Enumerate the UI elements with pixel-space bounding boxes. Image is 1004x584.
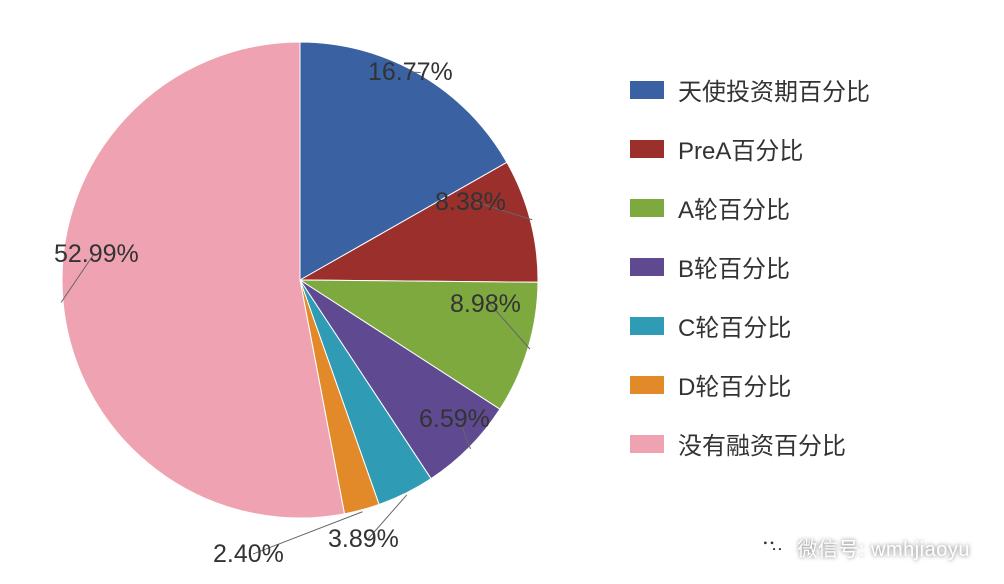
legend-swatch xyxy=(630,199,664,217)
legend-swatch xyxy=(630,258,664,276)
legend-label: C轮百分比 xyxy=(678,308,791,343)
slice-label: 6.59% xyxy=(419,405,490,434)
slice-label: 2.40% xyxy=(213,540,284,569)
chart-container: 16.77% 8.38% 8.98% 6.59% 3.89% 2.40% 52.99% 天使… xyxy=(0,0,1004,584)
legend-swatch xyxy=(630,81,664,99)
legend-item: C轮百分比 xyxy=(630,308,870,343)
legend-label: 天使投资期百分比 xyxy=(678,72,870,107)
legend-item: PreA百分比 xyxy=(630,131,870,166)
watermark-id: wmhjiaoyu xyxy=(871,539,970,561)
slice-label: 8.38% xyxy=(435,188,506,217)
legend-label: 没有融资百分比 xyxy=(678,426,846,461)
slice-label: 3.89% xyxy=(328,525,399,554)
legend-swatch xyxy=(630,140,664,158)
legend-swatch xyxy=(630,317,664,335)
legend-label: A轮百分比 xyxy=(678,190,790,225)
legend: 天使投资期百分比 PreA百分比 A轮百分比 B轮百分比 C轮百分比 D轮百分比没有融资百… xyxy=(630,72,870,485)
slice-label: 16.77% xyxy=(368,58,453,87)
legend-swatch xyxy=(630,376,664,394)
legend-item: B轮百分比 xyxy=(630,249,870,284)
legend-item: D轮百分比 xyxy=(630,367,870,402)
legend-label: D轮百分比 xyxy=(678,367,791,402)
legend-label: PreA百分比 xyxy=(678,131,803,166)
legend-item: 没有融资百分比 xyxy=(630,426,870,461)
watermark-text: 微信号: wmhjiaoyu xyxy=(797,533,970,562)
watermark-prefix: 微信号: xyxy=(797,539,865,561)
legend-item: 天使投资期百分比 xyxy=(630,72,870,107)
slice-label: 52.99% xyxy=(54,240,139,269)
legend-label: B轮百分比 xyxy=(678,249,790,284)
slice-label: 8.98% xyxy=(450,290,521,319)
legend-swatch xyxy=(630,435,664,453)
wechat-icon xyxy=(757,532,787,562)
legend-item: A轮百分比 xyxy=(630,190,870,225)
watermark: 微信号: wmhjiaoyu xyxy=(757,532,970,562)
